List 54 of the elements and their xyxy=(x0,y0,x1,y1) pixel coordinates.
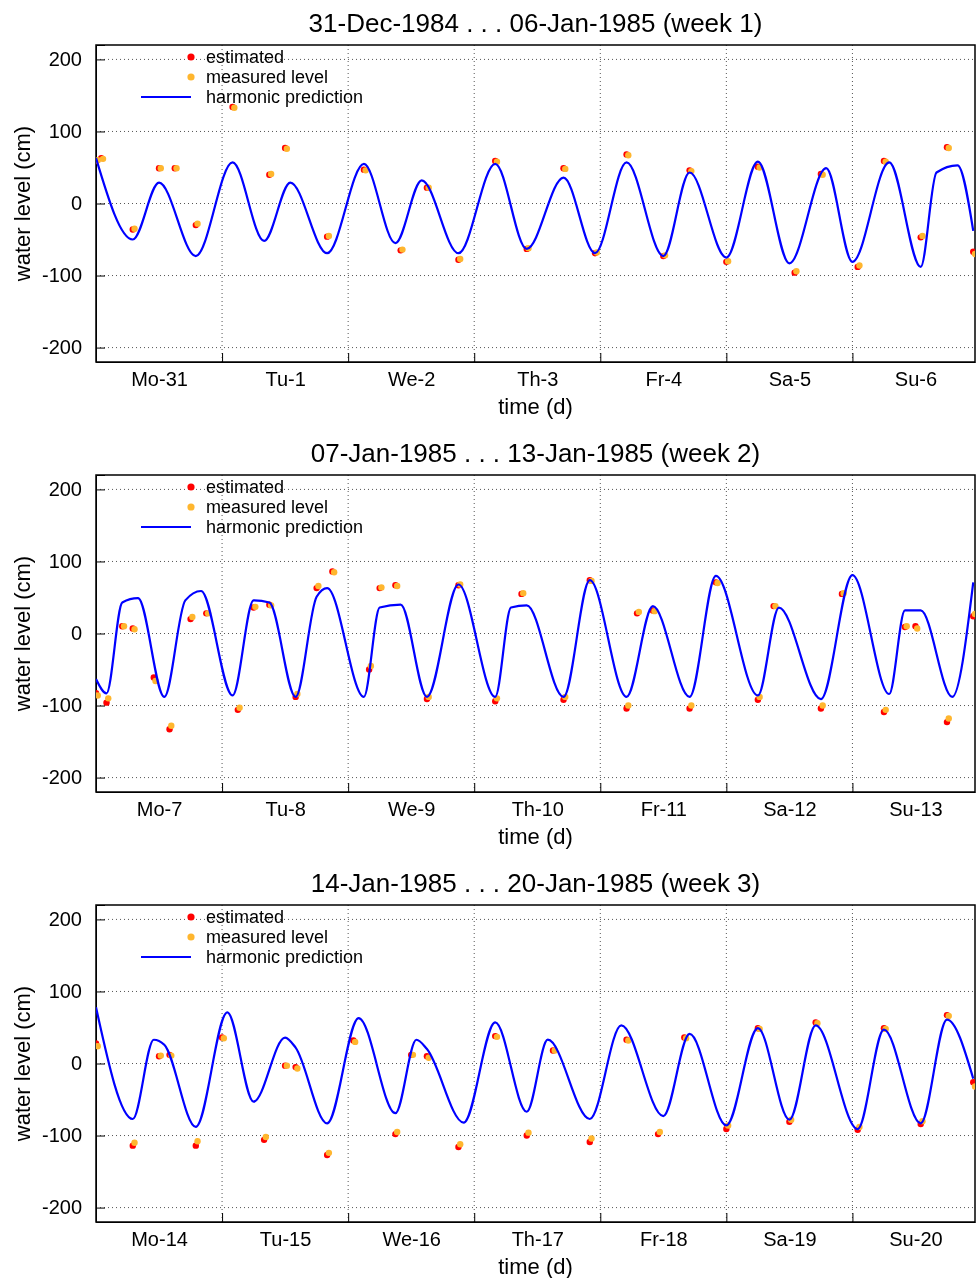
y-tick-label: 100 xyxy=(48,980,82,1003)
legend-label: measured level xyxy=(206,67,329,87)
x-tick-label: Su-6 xyxy=(894,368,938,391)
y-tick-label: 100 xyxy=(48,120,82,143)
y-tick-label: -200 xyxy=(41,1196,82,1219)
x-tick-label: Th-10 xyxy=(511,798,564,821)
y-tick-label: -200 xyxy=(41,336,82,359)
x-tick-label: Sa-19 xyxy=(763,1228,817,1251)
x-tick-label: We-9 xyxy=(387,798,436,821)
x-tick-label: Sa-12 xyxy=(763,798,817,821)
x-tick-label: Th-17 xyxy=(511,1228,564,1251)
x-tick-label: Fr-4 xyxy=(645,368,683,391)
y-tick-label: 200 xyxy=(48,48,82,71)
x-tick-label: Fr-11 xyxy=(640,798,687,821)
legend-label: estimated xyxy=(206,477,285,497)
x-tick-label: Su-20 xyxy=(889,1228,943,1251)
x-tick-label: Mo-31 xyxy=(131,368,188,391)
y-axis-title: water level (cm) xyxy=(10,985,35,1143)
chart-title: 07-Jan-1985 . . . 13-Jan-1985 (week 2) xyxy=(310,438,761,468)
legend-label: measured level xyxy=(206,497,329,517)
legend-label: estimated xyxy=(206,47,285,67)
x-tick-label: Tu-15 xyxy=(259,1228,312,1251)
y-tick-label: 200 xyxy=(48,908,82,931)
x-tick-label: We-16 xyxy=(382,1228,441,1251)
y-tick-label: -200 xyxy=(41,766,82,789)
x-tick-label: Mo-14 xyxy=(131,1228,188,1251)
x-axis-title: time (d) xyxy=(498,824,573,849)
x-tick-label: Mo-7 xyxy=(136,798,183,821)
y-tick-label: 0 xyxy=(70,622,82,645)
legend-label: harmonic prediction xyxy=(206,87,364,107)
x-tick-label: Sa-5 xyxy=(768,368,812,391)
x-tick-label: Fr-18 xyxy=(639,1228,688,1251)
legend-label: estimated xyxy=(206,907,285,927)
y-tick-label: 200 xyxy=(48,478,82,501)
y-axis-title: water level (cm) xyxy=(10,555,35,713)
x-axis-title: time (d) xyxy=(498,394,573,419)
y-tick-label: -100 xyxy=(41,694,82,717)
y-tick-label: 100 xyxy=(48,550,82,573)
x-tick-label: Su-13 xyxy=(889,798,943,821)
chart-title: 31-Dec-1984 . . . 06-Jan-1985 (week 1) xyxy=(308,8,763,38)
y-tick-label: 0 xyxy=(70,1052,82,1075)
legend-label: harmonic prediction xyxy=(206,947,364,967)
x-axis-title: time (d) xyxy=(498,1254,573,1278)
legend-label: measured level xyxy=(206,927,329,947)
x-tick-label: We-2 xyxy=(387,368,436,391)
x-tick-label: Th-3 xyxy=(517,368,559,391)
chart-title: 14-Jan-1985 . . . 20-Jan-1985 (week 3) xyxy=(310,868,761,898)
x-tick-label: Tu-1 xyxy=(265,368,306,391)
legend-label: harmonic prediction xyxy=(206,517,364,537)
y-tick-label: 0 xyxy=(70,192,82,215)
x-tick-label: Tu-8 xyxy=(265,798,306,821)
y-tick-label: -100 xyxy=(41,264,82,287)
y-tick-label: -100 xyxy=(41,1124,82,1147)
y-axis-title: water level (cm) xyxy=(10,125,35,283)
